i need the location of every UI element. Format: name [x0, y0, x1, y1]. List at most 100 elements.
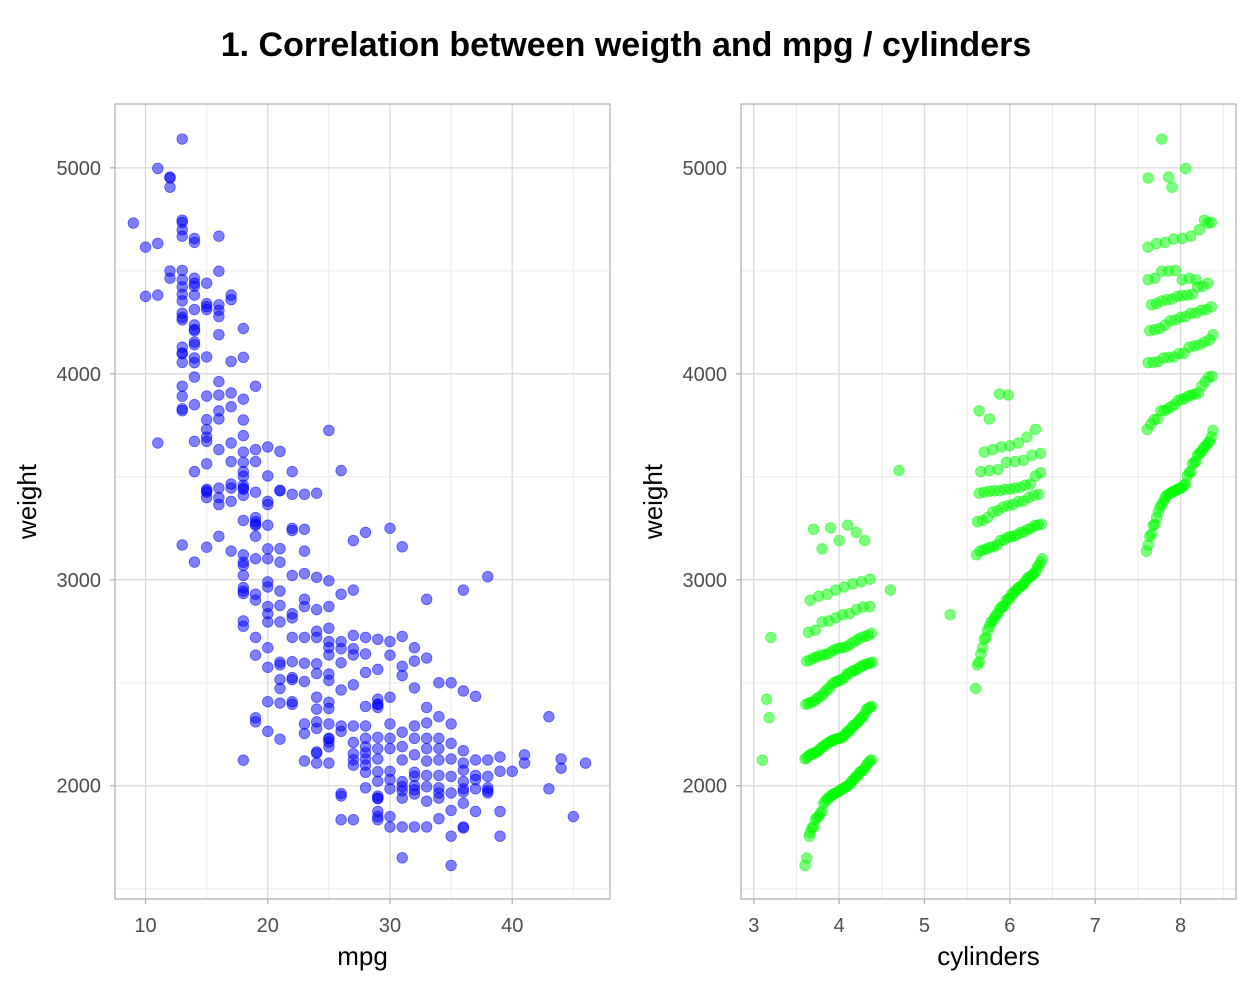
scatter-point [213, 413, 225, 425]
scatter-point [420, 769, 433, 782]
scatter-point [323, 674, 335, 687]
scatter-point [384, 649, 396, 661]
scatter-point [262, 581, 274, 593]
scatter-point [274, 697, 286, 709]
mpg-weight-panel: 10 20 30 40 2000 3000 4000 5000 mpg weight [12, 103, 611, 971]
x-tick-label: 7 [1090, 915, 1101, 937]
scatter-point [335, 787, 347, 800]
x-tick-label: 5 [919, 915, 930, 937]
scatter-point [213, 328, 225, 341]
scatter-point [420, 717, 433, 729]
scatter-point [213, 310, 225, 323]
scatter-point [323, 575, 335, 587]
scatter-point [372, 731, 384, 744]
scatter-point [335, 464, 347, 477]
scatter-point [274, 445, 286, 458]
scatter-point [833, 534, 845, 547]
scatter-point [372, 698, 384, 711]
scatter-point [213, 389, 225, 401]
scatter-point [335, 588, 347, 600]
scatter-point [469, 783, 482, 795]
scatter-point [816, 543, 828, 555]
scatter-point [445, 859, 457, 872]
scatter-point [176, 230, 188, 242]
scatter-point [469, 690, 482, 703]
scatter-point [347, 736, 360, 749]
scatter-point [973, 405, 985, 417]
scatter-point [310, 703, 323, 715]
scatter-point [237, 446, 250, 458]
scatter-point [249, 649, 262, 661]
scatter-point [420, 593, 433, 606]
scatter-point [249, 443, 262, 456]
scatter-point [323, 600, 335, 613]
scatter-point [579, 757, 592, 769]
scatter-point [286, 671, 298, 684]
scatter-point [310, 571, 323, 583]
scatter-point [200, 351, 213, 363]
scatter-point [237, 351, 250, 364]
scatter-point [469, 754, 482, 766]
scatter-point [1198, 214, 1211, 226]
scatter-point [347, 629, 360, 642]
scatter-point [384, 732, 396, 745]
scatter-point [274, 484, 286, 497]
scatter-point [262, 616, 274, 628]
scatter-point [262, 470, 274, 482]
scatter-point [408, 821, 421, 833]
scatter-point [225, 355, 237, 368]
scatter-point [298, 600, 311, 613]
scatter-point [188, 371, 201, 383]
scatter-point [237, 429, 250, 442]
scatter-point [841, 519, 854, 531]
scatter-point [200, 300, 213, 313]
scatter-point [310, 658, 323, 670]
scatter-point [420, 732, 433, 745]
scatter-point [200, 541, 213, 553]
scatter-point [200, 390, 213, 402]
scatter-point [286, 569, 298, 582]
y-tick-label: 2000 [683, 776, 728, 798]
scatter-point [188, 398, 201, 411]
scatter-point [384, 718, 396, 730]
scatter-point [372, 810, 384, 823]
scatter-point [249, 631, 262, 644]
scatter-point [384, 522, 396, 534]
scatter-point [433, 792, 445, 804]
scatter-point [884, 584, 897, 596]
scatter-point [555, 762, 567, 774]
scatter-point [1179, 162, 1192, 175]
scatter-point [323, 649, 335, 661]
scatter-point [396, 754, 408, 766]
scatter-point [482, 787, 494, 799]
scatter-point [445, 677, 457, 689]
scatter-point [310, 722, 323, 735]
scatter-point [200, 277, 213, 289]
scatter-point [433, 742, 445, 755]
scatter-point [152, 162, 164, 175]
scatter-point [213, 482, 225, 494]
scatter-point [457, 786, 470, 798]
scatter-point [396, 792, 408, 804]
scatter-point [457, 685, 470, 697]
scatter-point [420, 755, 433, 767]
scatter-point [1036, 553, 1048, 565]
scatter-point [262, 543, 274, 555]
scatter-point [188, 303, 201, 316]
scatter-point [384, 691, 396, 703]
scatter-point [262, 553, 274, 565]
scatter-point [298, 755, 311, 767]
scatter-point [408, 655, 421, 667]
scatter-point [176, 264, 188, 277]
scatter-point [518, 749, 531, 761]
scatter-point [274, 556, 286, 568]
scatter-point [482, 754, 494, 766]
scatter-point [1185, 230, 1197, 242]
scatter-point [457, 745, 470, 757]
scatter-point [200, 414, 213, 426]
y-tick-label: 3000 [683, 570, 728, 592]
scatter-point [335, 725, 347, 738]
scatter-point [482, 770, 494, 783]
scatter-point [359, 666, 372, 679]
scatter-point [347, 679, 360, 691]
